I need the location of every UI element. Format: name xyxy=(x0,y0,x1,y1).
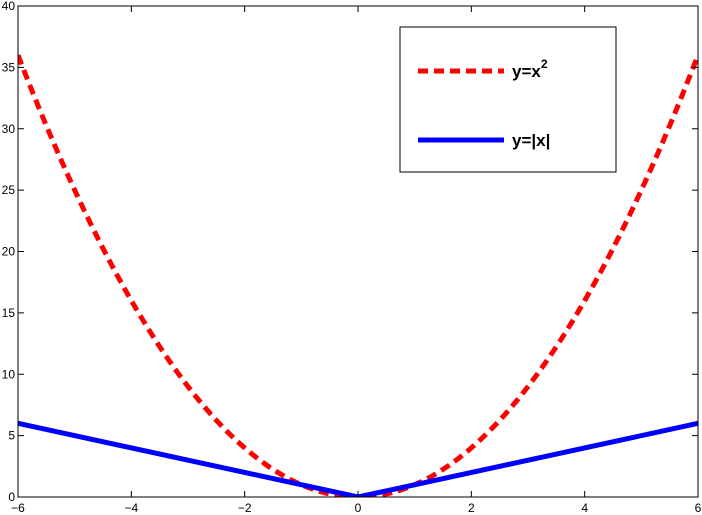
y-tick-label: 5 xyxy=(8,429,15,443)
x-tick-label: 0 xyxy=(355,501,362,515)
y-tick-label: 0 xyxy=(8,490,15,504)
y-tick-label: 35 xyxy=(2,60,16,74)
x-tick-label: 2 xyxy=(468,501,475,515)
y-tick-label: 25 xyxy=(2,183,16,197)
x-tick-label: −4 xyxy=(124,501,138,515)
legend-label-series-1: y=x2 xyxy=(512,57,548,81)
legend-box xyxy=(399,26,617,173)
y-tick-label: 20 xyxy=(2,245,16,259)
x-tick-label: −6 xyxy=(11,501,25,515)
series-line-2 xyxy=(18,420,698,497)
x-tick-label: 4 xyxy=(581,501,588,515)
legend-label-series-2: y=|x| xyxy=(512,131,550,150)
legend: y=x2 y=|x| xyxy=(399,26,617,173)
plot-area xyxy=(18,54,698,497)
x-tick-label: −2 xyxy=(238,501,252,515)
series-line-1 xyxy=(18,54,698,497)
y-tick-label: 30 xyxy=(2,122,16,136)
y-tick-label: 15 xyxy=(2,306,16,320)
series-layer xyxy=(18,54,698,497)
legend-label-series-1-base: y=x xyxy=(512,62,541,81)
y-tick-label: 10 xyxy=(2,367,16,381)
legend-label-series-1-sup: 2 xyxy=(541,57,548,71)
y-tick-label: 40 xyxy=(2,0,16,13)
x-tick-label: 6 xyxy=(695,501,702,515)
